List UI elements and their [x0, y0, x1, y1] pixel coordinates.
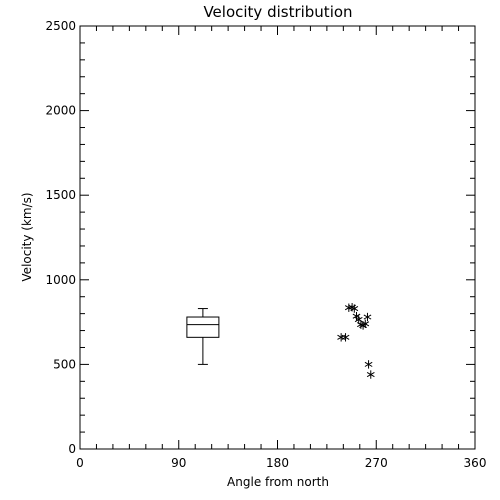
boxplot-box — [186, 316, 220, 338]
x-tick-label: 270 — [365, 456, 388, 470]
y-tick-label: 2500 — [45, 19, 76, 33]
data-point — [363, 312, 372, 322]
chart-title: Velocity distribution — [203, 3, 352, 21]
y-tick-label: 1000 — [45, 273, 76, 287]
axis-tick-labels: 0 90 180 270 360 0 500 1000 1500 2000 2500 — [45, 19, 486, 470]
y-tick-label: 0 — [68, 442, 76, 456]
data-point — [366, 370, 375, 379]
scatter-points — [337, 303, 375, 379]
data-point — [337, 333, 346, 342]
plot-frame — [79, 25, 476, 450]
axis-ticks — [79, 25, 476, 450]
y-tick-label: 2000 — [45, 104, 76, 118]
x-tick-label: 90 — [171, 456, 186, 470]
y-tick-label: 500 — [53, 357, 76, 371]
y-axis-label: Velocity (km/s) — [20, 192, 34, 281]
boxplot — [186, 308, 220, 365]
data-point — [364, 360, 373, 369]
x-tick-label: 360 — [464, 456, 487, 470]
x-tick-label: 0 — [76, 456, 84, 470]
x-axis-label: Angle from north — [227, 475, 329, 489]
data-point — [350, 304, 359, 313]
x-tick-label: 180 — [266, 456, 289, 470]
data-point — [361, 319, 370, 328]
y-tick-label: 1500 — [45, 188, 76, 202]
data-point — [341, 333, 350, 342]
